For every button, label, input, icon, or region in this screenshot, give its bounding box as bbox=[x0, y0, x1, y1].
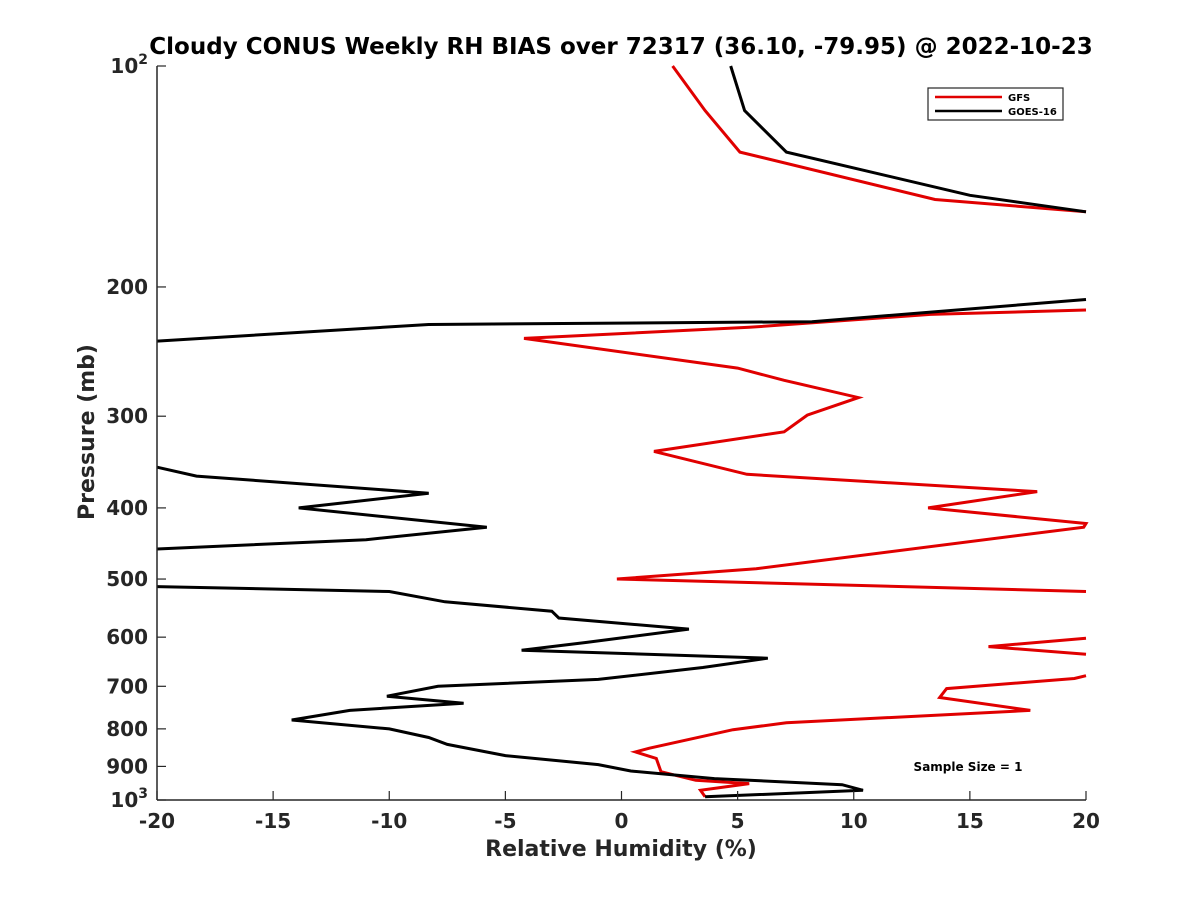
series-layer bbox=[156, 65, 1089, 799]
legend-box bbox=[927, 87, 1064, 121]
y-tick-label: 800 bbox=[106, 717, 148, 741]
series-line-gfs-1 bbox=[523, 308, 1089, 593]
y-tick-label: 200 bbox=[106, 275, 148, 299]
sample-size-annotation: Sample Size = 1 bbox=[914, 760, 1023, 774]
legend-label: GOES-16 bbox=[1008, 107, 1057, 118]
series-gfs bbox=[523, 65, 1089, 798]
y-tick-label: 600 bbox=[106, 625, 148, 649]
y-tick-label: 300 bbox=[106, 404, 148, 428]
y-tick-label: 900 bbox=[106, 754, 148, 778]
series-line-goes-16-3 bbox=[156, 585, 864, 799]
x-tick-label: 20 bbox=[1072, 809, 1100, 833]
y-tick-label: 102 bbox=[110, 52, 148, 78]
series-line-goes-16-1 bbox=[156, 298, 1087, 343]
series-line-gfs-3 bbox=[630, 674, 1087, 798]
series-line-goes-16-2 bbox=[156, 465, 487, 551]
x-tick-label: 5 bbox=[731, 809, 745, 833]
x-tick-label: -5 bbox=[494, 809, 516, 833]
y-axis-label: Pressure (mb) bbox=[75, 344, 100, 520]
series-line-gfs-2 bbox=[988, 636, 1087, 656]
series-line-goes-16-0 bbox=[729, 65, 1087, 214]
legend: GFS GOES-16 bbox=[927, 87, 1064, 121]
y-tick-label: 500 bbox=[106, 567, 148, 591]
chart-title: Cloudy CONUS Weekly RH BIAS over 72317 (… bbox=[149, 34, 1092, 60]
axes-layer: -20 -15 -10 -5 0 5 10 15 20 102 200 300 400 500 600 700… bbox=[106, 52, 1100, 833]
x-tick-label: -15 bbox=[255, 809, 291, 833]
y-tick-label: 700 bbox=[106, 674, 148, 698]
x-tick-label: -20 bbox=[139, 809, 175, 833]
x-tick-label: 15 bbox=[956, 809, 984, 833]
x-axis-label: Relative Humidity (%) bbox=[485, 837, 757, 862]
series-goes-16 bbox=[156, 65, 1087, 799]
y-tick-label: 400 bbox=[106, 496, 148, 520]
legend-label: GFS bbox=[1008, 93, 1030, 104]
x-tick-label: 0 bbox=[615, 809, 629, 833]
x-tick-label: 10 bbox=[840, 809, 868, 833]
series-line-gfs-0 bbox=[671, 65, 1087, 214]
y-tick-label: 103 bbox=[110, 786, 148, 812]
x-tick-label: -10 bbox=[371, 809, 407, 833]
